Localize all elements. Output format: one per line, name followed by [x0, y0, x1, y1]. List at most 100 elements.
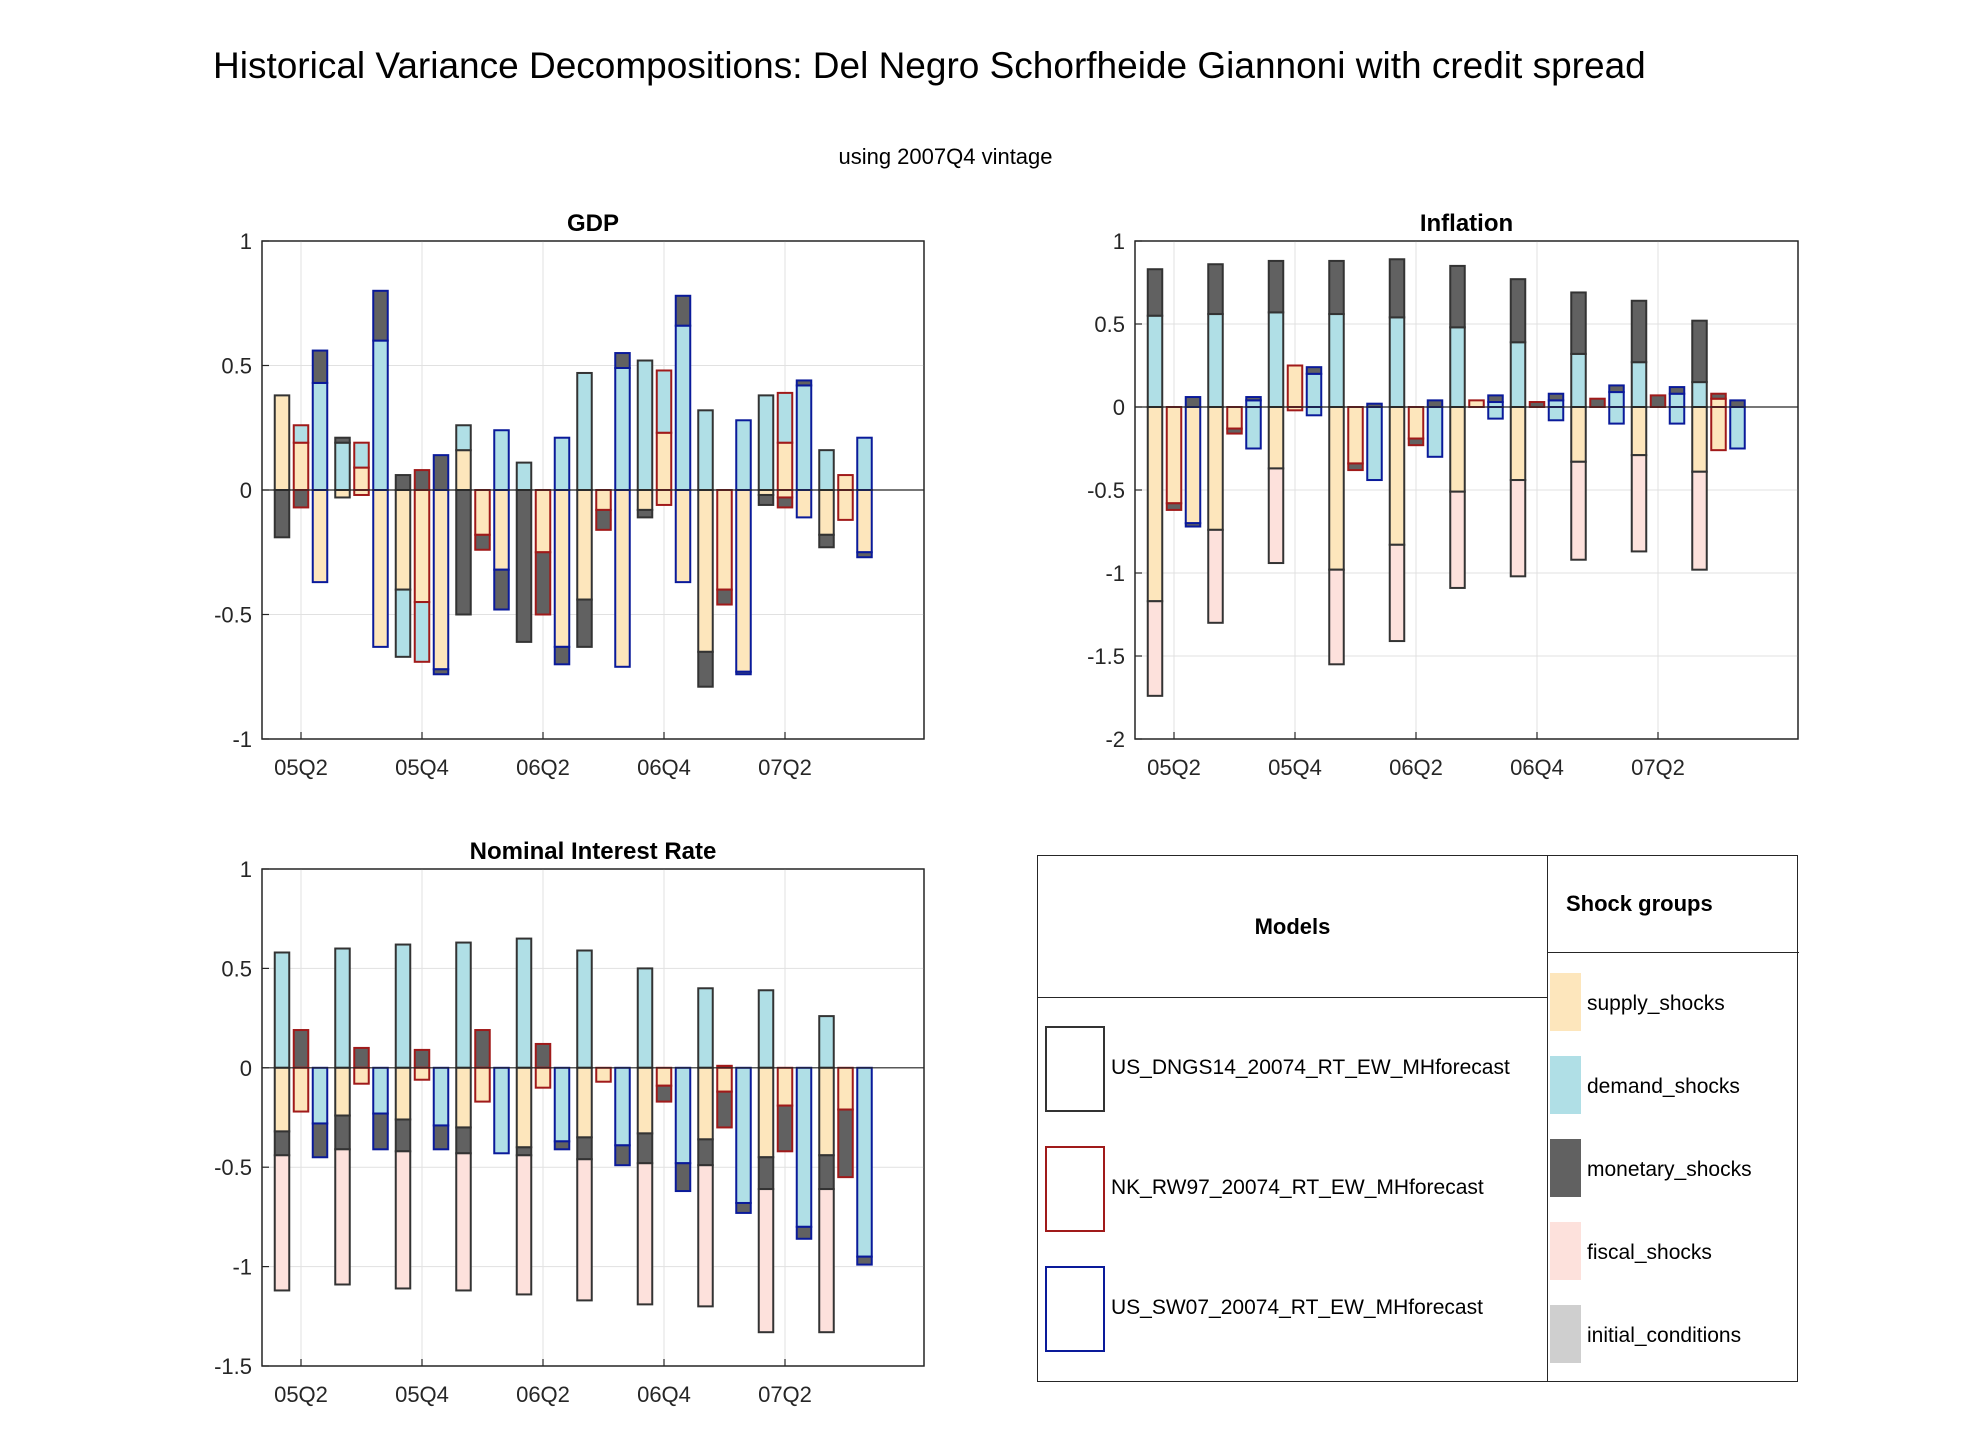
- bar-segment: [856, 489, 873, 554]
- bar-segment: [818, 1015, 835, 1069]
- bar-segment: [273, 951, 291, 1069]
- bar-segment: [1668, 386, 1686, 395]
- bar-segment: [372, 1066, 389, 1115]
- y-tick-label: -0.5: [214, 1155, 252, 1180]
- x-tick-label: 05Q4: [1268, 755, 1322, 780]
- bar-segment: [432, 668, 450, 676]
- bar-segment: [1630, 454, 1648, 553]
- bar-segment: [655, 1084, 673, 1103]
- bar-segment: [735, 1201, 752, 1214]
- chart-title: Nominal Interest Rate: [470, 838, 717, 865]
- bar-segment: [1509, 406, 1527, 482]
- bar-segment: [455, 1126, 472, 1155]
- bar-segment: [455, 1152, 472, 1292]
- bar-segment: [493, 568, 510, 611]
- bar-segment: [515, 937, 533, 1069]
- legend-models-header: Models: [1038, 856, 1547, 998]
- bar-segment: [1267, 311, 1285, 409]
- bar-segment: [292, 424, 310, 444]
- legend-model-label: US_DNGS14_20074_RT_EW_MHforecast: [1111, 1056, 1510, 1079]
- bar-segment: [1468, 399, 1485, 408]
- bar-segment: [1630, 299, 1648, 364]
- legend-shock-swatch: [1550, 1222, 1581, 1280]
- bar-segment: [716, 588, 733, 606]
- chart-panel: -2 -1.5 -1 -0.5 0 0.5 1 05Q2 05Q4 06Q2 06Q4 07Q2 Inf…: [1087, 210, 1799, 780]
- legend-model-item: US_DNGS14_20074_RT_EW_MHforecast: [1038, 1026, 1548, 1116]
- bar-segment: [394, 1066, 412, 1121]
- bar-segment: [1691, 319, 1708, 384]
- bar-segment: [1426, 406, 1444, 458]
- bar-segment: [1710, 397, 1727, 409]
- bar-segment: [1570, 406, 1587, 463]
- bar-segment: [576, 371, 593, 491]
- bar-segment: [757, 989, 775, 1069]
- bar-segment: [455, 489, 472, 616]
- bar-segment: [856, 1255, 873, 1266]
- bar-segment: [595, 1066, 612, 1083]
- x-tick-label: 06Q2: [516, 1382, 570, 1407]
- bar-segment: [1328, 313, 1345, 409]
- bar-segment: [1165, 406, 1183, 505]
- bar-segment: [353, 1046, 370, 1069]
- y-tick-label: 1: [240, 229, 252, 254]
- chart-title: Inflation: [1420, 210, 1513, 237]
- bar-segment: [455, 941, 472, 1069]
- bar-segment: [1305, 366, 1323, 375]
- legend-shock-label: initial_conditions: [1587, 1324, 1742, 1347]
- bar-segment: [1570, 291, 1587, 355]
- bar-segment: [372, 489, 389, 648]
- bar-segment: [1184, 406, 1202, 525]
- bar-segment: [1570, 460, 1587, 561]
- legend-shock-item: supply_shocks: [1550, 973, 1799, 1033]
- bar-segment: [534, 1042, 552, 1069]
- bar-segment: [334, 1148, 351, 1286]
- bar-segment: [1267, 467, 1285, 565]
- bar-segment: [292, 1066, 310, 1113]
- bar-segment: [1407, 406, 1425, 440]
- bar-segment: [394, 943, 412, 1069]
- bar-segment: [614, 489, 631, 668]
- bar-segment: [273, 394, 291, 492]
- bar-segment: [697, 409, 714, 492]
- bar-segment: [1184, 396, 1202, 409]
- bar-segment: [636, 489, 654, 511]
- legend-shock-swatch: [1550, 1139, 1581, 1197]
- bar-segment: [1608, 384, 1625, 394]
- bar-segment: [636, 508, 654, 519]
- bar-segment: [697, 1138, 714, 1167]
- bar-segment: [1286, 364, 1304, 408]
- bar-segment: [1668, 406, 1686, 425]
- bar-segment: [1589, 397, 1606, 409]
- bar-segment: [394, 588, 412, 658]
- bar-segment: [757, 394, 775, 492]
- bar-segment: [776, 441, 794, 492]
- legend-model-swatch: [1045, 1026, 1105, 1112]
- bar-segment: [837, 1108, 854, 1179]
- bar-segment: [1407, 437, 1425, 447]
- bar-segment: [595, 489, 612, 511]
- bar-segment: [1347, 462, 1364, 472]
- bar-segment: [795, 1225, 813, 1240]
- bar-segment: [273, 1130, 291, 1157]
- legend-shock-label: monetary_shocks: [1587, 1158, 1752, 1181]
- bar-segment: [432, 489, 450, 671]
- bar-segment: [697, 489, 714, 653]
- bar-segment: [636, 1162, 654, 1306]
- chart-panel: -1.5 -1 -0.5 0 0.5 1 05Q2 05Q4 06Q2 06Q4 07Q2 Nomin…: [214, 838, 925, 1407]
- bar-segment: [553, 1140, 571, 1151]
- y-tick-label: 0: [240, 1056, 252, 1081]
- bar-segment: [674, 489, 692, 584]
- bar-segment: [1608, 391, 1625, 408]
- bar-segment: [1328, 568, 1345, 666]
- bar-segment: [1388, 258, 1406, 319]
- bar-segment: [1146, 406, 1164, 603]
- y-tick-label: 1: [1113, 229, 1125, 254]
- bar-segment: [1528, 401, 1546, 408]
- bar-segment: [1487, 406, 1504, 420]
- y-tick-label: 0.5: [1094, 312, 1125, 337]
- bar-segment: [534, 1066, 552, 1089]
- bar-segment: [576, 598, 593, 648]
- x-tick-label: 06Q4: [637, 1382, 691, 1407]
- legend-model-label: NK_RW97_20074_RT_EW_MHforecast: [1111, 1176, 1484, 1199]
- bar-segment: [413, 1048, 431, 1069]
